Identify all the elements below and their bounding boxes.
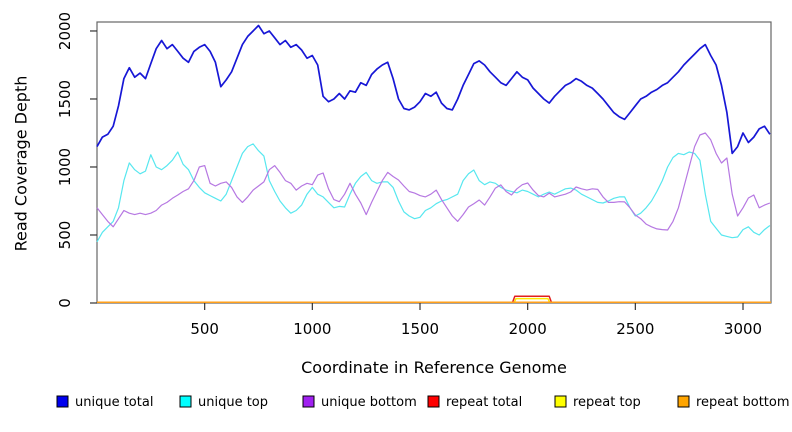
legend-swatch-repeat-top bbox=[554, 395, 567, 408]
legend-label-repeat-bottom: repeat bottom bbox=[696, 395, 790, 410]
y-tick-label: 1500 bbox=[56, 80, 74, 118]
x-tick-label: 1000 bbox=[293, 320, 331, 338]
legend-label-unique-total: unique total bbox=[75, 395, 153, 410]
legend-label-repeat-top: repeat top bbox=[573, 395, 641, 410]
series-line-repeat-total bbox=[97, 295, 771, 303]
x-tick-label: 3000 bbox=[724, 320, 762, 338]
y-tick-label: 2000 bbox=[56, 12, 74, 50]
x-tick-label: 2000 bbox=[509, 320, 547, 338]
legend-label-unique-top: unique top bbox=[198, 395, 268, 410]
x-tick-label: 500 bbox=[190, 320, 219, 338]
x-axis-label: Coordinate in Reference Genome bbox=[301, 358, 567, 377]
y-tick-label: 1000 bbox=[56, 148, 74, 186]
legend-swatch-repeat-bottom bbox=[677, 395, 690, 408]
y-tick-label: 0 bbox=[56, 298, 74, 308]
legend-swatch-unique-total bbox=[56, 395, 69, 408]
x-tick-label: 1500 bbox=[401, 320, 439, 338]
series-line-unique-top bbox=[96, 143, 771, 243]
legend-label-repeat-total: repeat total bbox=[446, 395, 522, 410]
plot-box bbox=[96, 21, 772, 304]
x-tick-label: 2500 bbox=[616, 320, 654, 338]
legend-swatch-unique-top bbox=[179, 395, 192, 408]
y-tick-label: 500 bbox=[56, 221, 74, 250]
legend-swatch-repeat-total bbox=[427, 395, 440, 408]
legend-swatch-unique-bottom bbox=[302, 395, 315, 408]
y-axis-label: Read Coverage Depth bbox=[11, 75, 31, 252]
series-line-unique-bottom bbox=[96, 132, 771, 231]
series-line-unique-total bbox=[96, 24, 771, 155]
legend-label-unique-bottom: unique bottom bbox=[321, 395, 417, 410]
